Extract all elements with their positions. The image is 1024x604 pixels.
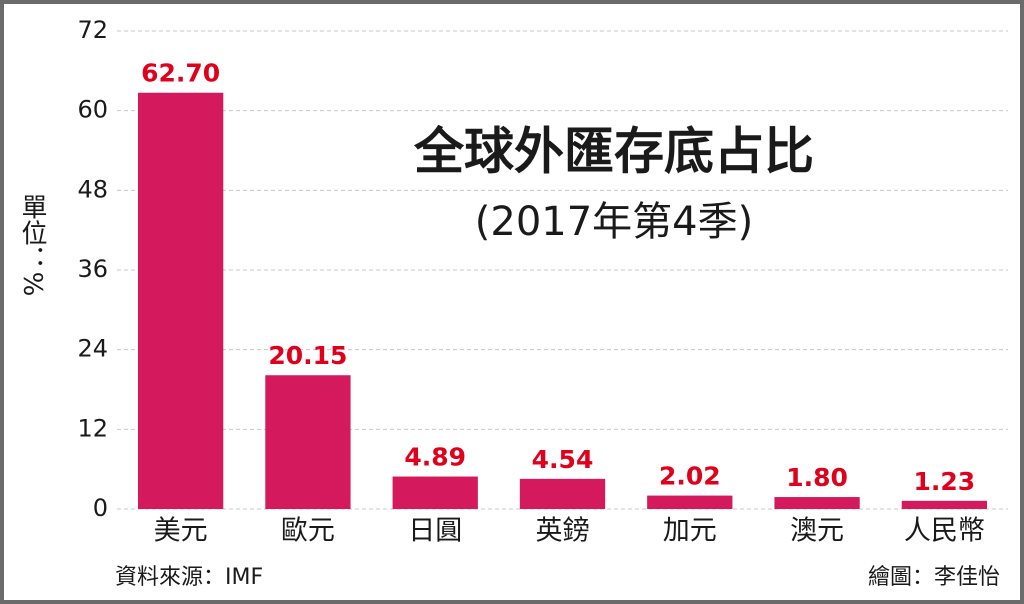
value-label: 62.70 — [141, 59, 220, 88]
chart-title: 全球外匯存底占比 — [413, 123, 814, 181]
chart-subtitle: (2017年第4季) — [475, 199, 753, 245]
y-tick-label: 72 — [77, 16, 108, 44]
y-tick-label: 36 — [77, 255, 108, 283]
y-tick-label: 48 — [77, 175, 108, 203]
x-tick-label: 加元 — [663, 516, 717, 547]
x-tick-label: 日圓 — [408, 516, 462, 547]
value-label: 1.80 — [786, 463, 848, 492]
source: 資料來源：IMF — [115, 565, 263, 590]
y-axis-label: 單位：% — [17, 194, 47, 297]
bar — [901, 500, 987, 509]
value-label: 2.02 — [659, 462, 721, 491]
x-tick-label: 美元 — [154, 516, 208, 547]
x-tick-label: 英鎊 — [536, 516, 590, 547]
bar — [519, 478, 606, 509]
value-label: 4.54 — [532, 445, 594, 474]
value-label: 20.15 — [268, 341, 347, 370]
x-tick-label: 歐元 — [281, 516, 335, 547]
y-tick-label: 24 — [77, 335, 108, 363]
credit: 繪圖：李佳怡 — [868, 565, 1000, 590]
bar — [138, 92, 224, 509]
x-tick-label: 澳元 — [790, 516, 844, 547]
y-tick-label: 0 — [93, 494, 108, 522]
bar — [265, 375, 351, 509]
value-label: 4.89 — [404, 443, 466, 472]
value-label: 1.23 — [914, 467, 976, 496]
bar — [392, 476, 478, 509]
bar — [647, 495, 733, 509]
y-tick-label: 12 — [77, 414, 108, 442]
bar — [774, 497, 860, 509]
y-tick-label: 60 — [77, 96, 108, 124]
x-tick-label: 人民幣 — [904, 516, 985, 547]
